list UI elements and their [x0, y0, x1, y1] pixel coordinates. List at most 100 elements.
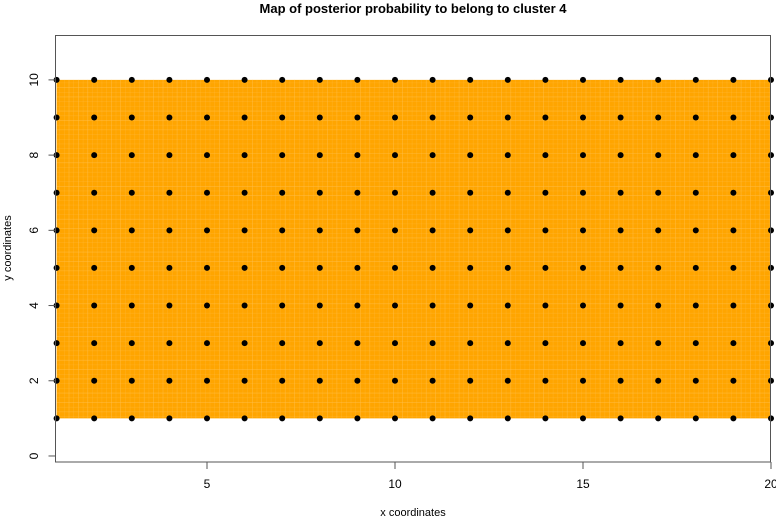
data-point: [53, 340, 60, 347]
data-point: [128, 76, 135, 83]
data-point: [279, 76, 286, 83]
y-tick-label: 6: [27, 227, 41, 234]
data-point: [166, 377, 173, 384]
data-point: [692, 415, 699, 422]
y-tick-label: 4: [27, 302, 41, 309]
data-point: [617, 152, 624, 159]
x-tick-label: 5: [204, 477, 211, 491]
y-tick-label: 10: [27, 73, 41, 87]
data-point: [580, 415, 586, 422]
data-point: [692, 76, 699, 83]
x-tick-label: 10: [388, 477, 402, 491]
data-point: [730, 340, 737, 347]
data-point: [354, 152, 361, 159]
data-point: [692, 189, 699, 196]
data-point: [580, 114, 586, 121]
data-point: [692, 302, 699, 309]
data-point: [542, 189, 549, 196]
data-point: [354, 114, 361, 121]
data-point: [128, 302, 135, 309]
data-point: [204, 340, 210, 347]
data-point: [91, 227, 98, 234]
data-point: [730, 377, 737, 384]
data-point: [279, 114, 286, 121]
data-point: [730, 302, 737, 309]
data-point: [617, 340, 624, 347]
data-point: [655, 227, 662, 234]
data-point: [429, 264, 436, 271]
data-point: [542, 340, 549, 347]
data-point: [580, 152, 586, 159]
data-point: [467, 189, 474, 196]
data-point: [580, 76, 586, 83]
data-point: [467, 340, 474, 347]
data-point: [617, 302, 624, 309]
data-point: [392, 76, 398, 83]
data-point: [504, 227, 511, 234]
data-point: [467, 415, 474, 422]
data-point: [467, 227, 474, 234]
data-point: [354, 189, 361, 196]
data-point: [692, 152, 699, 159]
data-point: [91, 377, 98, 384]
data-point: [504, 340, 511, 347]
data-point: [730, 415, 737, 422]
data-point: [617, 227, 624, 234]
data-point: [467, 377, 474, 384]
data-point: [692, 264, 699, 271]
data-point: [91, 264, 98, 271]
data-point: [467, 302, 474, 309]
data-point: [392, 340, 398, 347]
data-point: [429, 340, 436, 347]
data-point: [166, 114, 173, 121]
data-point: [279, 340, 286, 347]
data-point: [91, 302, 98, 309]
data-point: [542, 415, 549, 422]
data-point: [53, 114, 60, 121]
data-point: [241, 114, 248, 121]
data-point: [53, 264, 60, 271]
data-point: [316, 114, 323, 121]
data-point: [91, 340, 98, 347]
data-point: [91, 76, 98, 83]
data-point: [392, 152, 398, 159]
data-point: [617, 264, 624, 271]
data-point: [204, 415, 210, 422]
data-point: [617, 189, 624, 196]
data-point: [655, 114, 662, 121]
data-point: [241, 340, 248, 347]
data-point: [730, 264, 737, 271]
data-point: [692, 114, 699, 121]
data-point: [241, 415, 248, 422]
data-point: [316, 76, 323, 83]
data-point: [467, 264, 474, 271]
data-point: [91, 152, 98, 159]
data-point: [655, 189, 662, 196]
data-point: [542, 264, 549, 271]
x-axis-label: x coordinates: [380, 507, 446, 518]
data-point: [279, 264, 286, 271]
data-point: [542, 114, 549, 121]
data-point: [655, 76, 662, 83]
data-point: [204, 76, 210, 83]
data-point: [354, 340, 361, 347]
data-point: [316, 377, 323, 384]
data-point: [128, 114, 135, 121]
data-point: [730, 152, 737, 159]
data-point: [204, 189, 210, 196]
data-point: [241, 152, 248, 159]
point-grid: [53, 76, 774, 422]
data-point: [392, 377, 398, 384]
data-point: [580, 227, 586, 234]
data-point: [354, 264, 361, 271]
data-point: [91, 415, 98, 422]
data-point: [580, 340, 586, 347]
data-point: [204, 227, 210, 234]
data-point: [204, 302, 210, 309]
data-point: [354, 76, 361, 83]
data-point: [279, 377, 286, 384]
data-point: [354, 377, 361, 384]
data-point: [429, 152, 436, 159]
data-point: [166, 415, 173, 422]
data-point: [128, 340, 135, 347]
